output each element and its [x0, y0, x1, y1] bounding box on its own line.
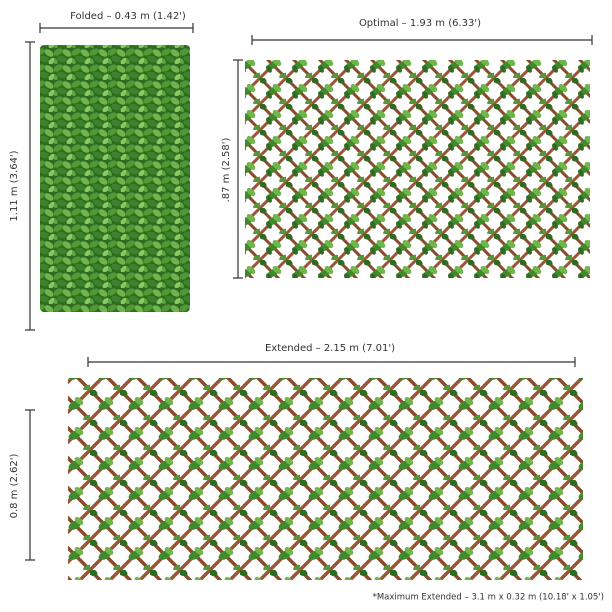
optimal-height-label: .87 m (2.58') [221, 137, 232, 202]
optimal-height-line [233, 59, 243, 279]
extended-height-label: 0.8 m (2.62') [9, 453, 20, 518]
folded-height-label: 1.11 m (3.64') [9, 150, 20, 221]
extended-panel [68, 378, 583, 580]
extended-width-label: Extended – 2.15 m (7.01') [265, 343, 395, 354]
folded-width-label: Folded – 0.43 m (1.42') [70, 11, 186, 22]
folded-width-line [39, 23, 194, 33]
optimal-panel [245, 60, 590, 278]
folded-panel [40, 45, 190, 312]
folded-height-line [25, 41, 35, 331]
extended-height-line [25, 409, 35, 561]
extended-width-line [87, 357, 576, 367]
optimal-width-line [251, 35, 593, 45]
footnote: *Maximum Extended – 3.1 m x 0.32 m (10.1… [373, 593, 604, 603]
optimal-width-label: Optimal – 1.93 m (6.33') [359, 18, 481, 29]
